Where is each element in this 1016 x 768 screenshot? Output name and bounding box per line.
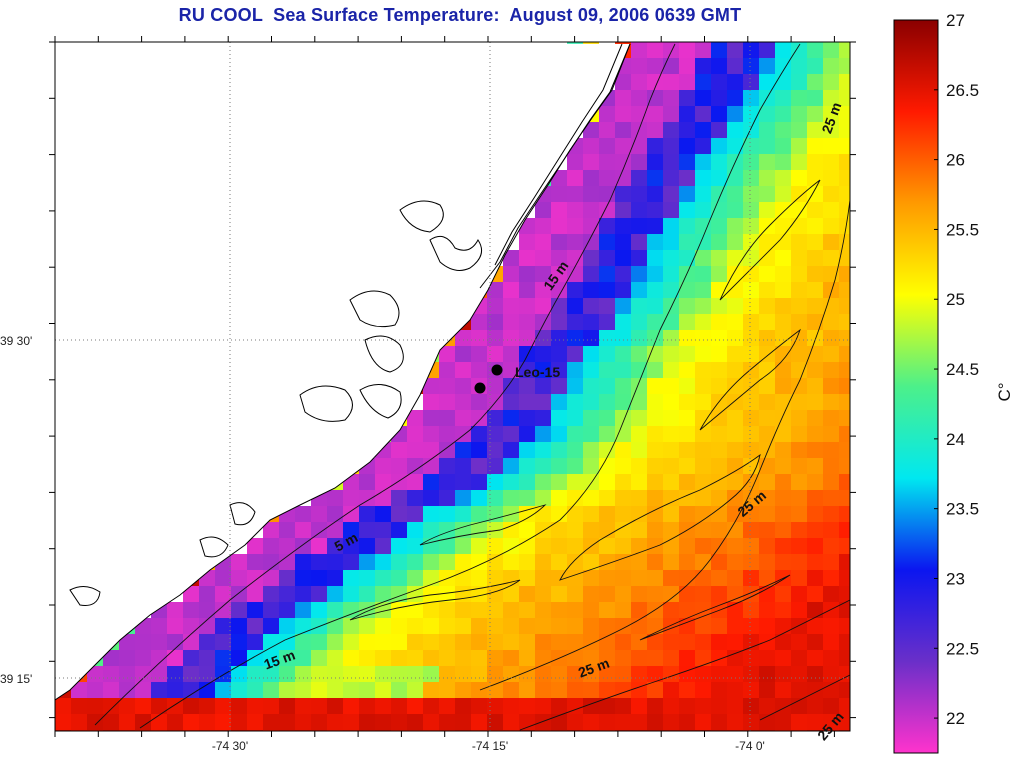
map-title: RU COOL Sea Surface Temperature: August … (178, 5, 742, 25)
graticule (55, 42, 850, 731)
axis-ticks (49, 36, 856, 737)
coastline (55, 43, 631, 701)
station-marker-node-a[interactable] (491, 364, 503, 376)
colorbar-tick-label: 26 (946, 151, 965, 170)
axis-labels: 39 30' 39 15' -74 30' -74 15' -74 0' (0, 334, 765, 753)
lon-label-74-15: -74 15' (472, 739, 508, 753)
leo15-station[interactable]: Leo-15 (474, 364, 561, 394)
colorbar-unit: C° (995, 382, 1014, 401)
lat-label-39-15: 39 15' (0, 672, 32, 686)
colorbar-tick-label: 23 (946, 569, 965, 588)
colorbar-ticks: 22 22.5 23 23.5 24 24.5 25 25.5 26 26.5 27 (934, 11, 979, 728)
colorbar-tick-label: 24.5 (946, 360, 979, 379)
colorbar-tick-label: 22.5 (946, 639, 979, 658)
bathymetry-contours (94, 43, 850, 731)
land-mask (55, 42, 630, 731)
lat-label-39-30: 39 30' (0, 334, 32, 348)
colorbar-tick-label: 25.5 (946, 220, 979, 239)
colorbar-tick-label: 23.5 (946, 500, 979, 519)
station-label: Leo-15 (515, 364, 560, 380)
colorbar-tick-label: 27 (946, 11, 965, 30)
colorbar-tick-label: 26.5 (946, 81, 979, 100)
colorbar-ramp (893, 19, 939, 754)
colorbar-tick-label: 22 (946, 709, 965, 728)
colorbar-tick-label: 24 (946, 430, 965, 449)
lon-label-74-0: -74 0' (735, 739, 765, 753)
colorbar-tick-label: 25 (946, 290, 965, 309)
map-frame (54, 41, 851, 732)
lon-label-74-30: -74 30' (212, 739, 248, 753)
colorbar: 22 22.5 23 23.5 24 24.5 25 25.5 26 26.5 27 C° (893, 11, 1014, 754)
station-marker-node-b[interactable] (474, 382, 486, 394)
